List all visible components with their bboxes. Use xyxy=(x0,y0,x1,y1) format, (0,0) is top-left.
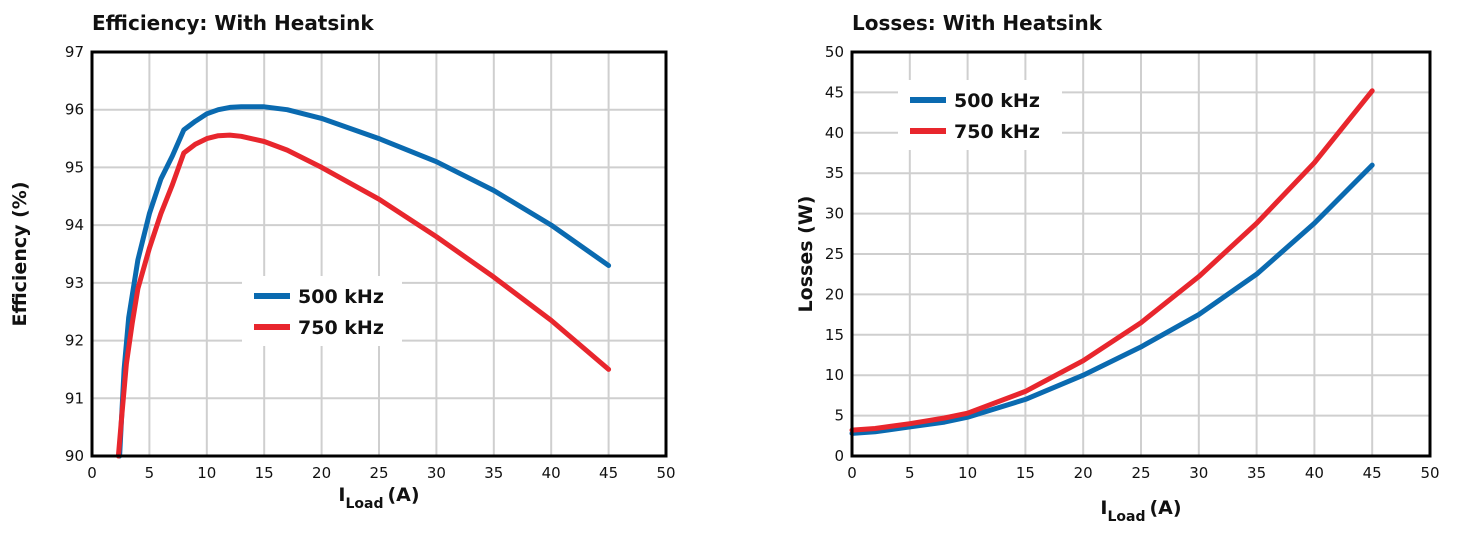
x-tick-label: 5 xyxy=(145,464,155,482)
y-tick-label: 91 xyxy=(65,389,84,407)
y-tick-label: 94 xyxy=(65,216,84,234)
tick-labels: 0 5 10 15 20 25 30 35 40 45 50 90 91 92 93 94 95 96 97 xyxy=(65,43,676,482)
legend-label: 750 kHz xyxy=(954,121,1040,143)
legend-label: 750 kHz xyxy=(298,317,384,339)
y-tick-label: 10 xyxy=(825,366,844,384)
x-tick-label: 20 xyxy=(1074,464,1093,482)
x-tick-label: 20 xyxy=(312,464,331,482)
legend-label: 500 kHz xyxy=(954,90,1040,112)
legend-box xyxy=(898,80,1062,150)
x-tick-label: 0 xyxy=(847,464,857,482)
x-tick-label: 15 xyxy=(255,464,274,482)
x-axis-label: ILoad (A) xyxy=(338,484,419,512)
series-line-750-khz xyxy=(849,88,1375,433)
y-tick-label: 90 xyxy=(65,447,84,465)
y-tick-label: 95 xyxy=(65,158,84,176)
x-tick-label: 50 xyxy=(656,464,675,482)
grid xyxy=(852,52,1430,456)
series-lines xyxy=(849,88,1375,436)
x-axis-label: ILoad (A) xyxy=(1100,497,1181,525)
losses-chart: Losses: With Heatsink 0 5 10 15 20 25 30 35 40 45… xyxy=(795,11,1440,525)
x-tick-label: 0 xyxy=(87,464,97,482)
y-tick-label: 97 xyxy=(65,43,84,61)
chart-title: Efficiency: With Heatsink xyxy=(92,11,374,35)
plot-frame xyxy=(850,50,1432,458)
x-tick-label: 10 xyxy=(197,464,216,482)
x-tick-label: 45 xyxy=(1363,464,1382,482)
y-tick-label: 0 xyxy=(834,447,844,465)
y-tick-label: 5 xyxy=(834,407,844,425)
y-tick-label: 40 xyxy=(825,124,844,142)
y-axis-label: Efficiency (%) xyxy=(9,181,31,326)
x-tick-label: 40 xyxy=(1305,464,1324,482)
y-tick-label: 50 xyxy=(825,43,844,61)
x-tick-label: 25 xyxy=(1131,464,1150,482)
y-tick-label: 92 xyxy=(65,332,84,350)
y-tick-label: 15 xyxy=(825,326,844,344)
x-tick-label: 5 xyxy=(905,464,915,482)
series-line-750-khz xyxy=(115,132,612,459)
y-tick-label: 35 xyxy=(825,164,844,182)
x-tick-label: 40 xyxy=(542,464,561,482)
y-axis-label: Losses (W) xyxy=(795,196,817,313)
chart-title: Losses: With Heatsink xyxy=(852,11,1103,35)
tick-labels: 0 5 10 15 20 25 30 35 40 45 50 0 5 10 15 20 25 30 35 40 45 50 xyxy=(825,43,1440,482)
series-line-500-khz xyxy=(117,104,612,459)
legend-box xyxy=(242,276,402,346)
y-tick-label: 30 xyxy=(825,205,844,223)
y-tick-label: 25 xyxy=(825,245,844,263)
efficiency-chart: Efficiency: With Heatsink 0 5 10 15 20 25 30 35… xyxy=(9,11,676,512)
x-tick-label: 25 xyxy=(369,464,388,482)
legend-label: 500 kHz xyxy=(298,286,384,308)
legend: 500 kHz 750 kHz xyxy=(242,276,402,346)
x-tick-label: 35 xyxy=(484,464,503,482)
series-line-500-khz xyxy=(849,162,1375,436)
x-tick-label: 10 xyxy=(958,464,977,482)
y-tick-label: 93 xyxy=(65,274,84,292)
x-tick-label: 45 xyxy=(599,464,618,482)
y-tick-label: 20 xyxy=(825,285,844,303)
x-tick-label: 30 xyxy=(1189,464,1208,482)
legend: 500 kHz 750 kHz xyxy=(898,80,1062,150)
x-tick-label: 35 xyxy=(1247,464,1266,482)
x-tick-label: 30 xyxy=(427,464,446,482)
x-tick-label: 50 xyxy=(1420,464,1439,482)
grid xyxy=(92,52,666,456)
y-tick-label: 45 xyxy=(825,83,844,101)
plot-frame xyxy=(90,50,668,458)
series-lines xyxy=(115,104,612,459)
x-tick-label: 15 xyxy=(1016,464,1035,482)
y-tick-label: 96 xyxy=(65,101,84,119)
